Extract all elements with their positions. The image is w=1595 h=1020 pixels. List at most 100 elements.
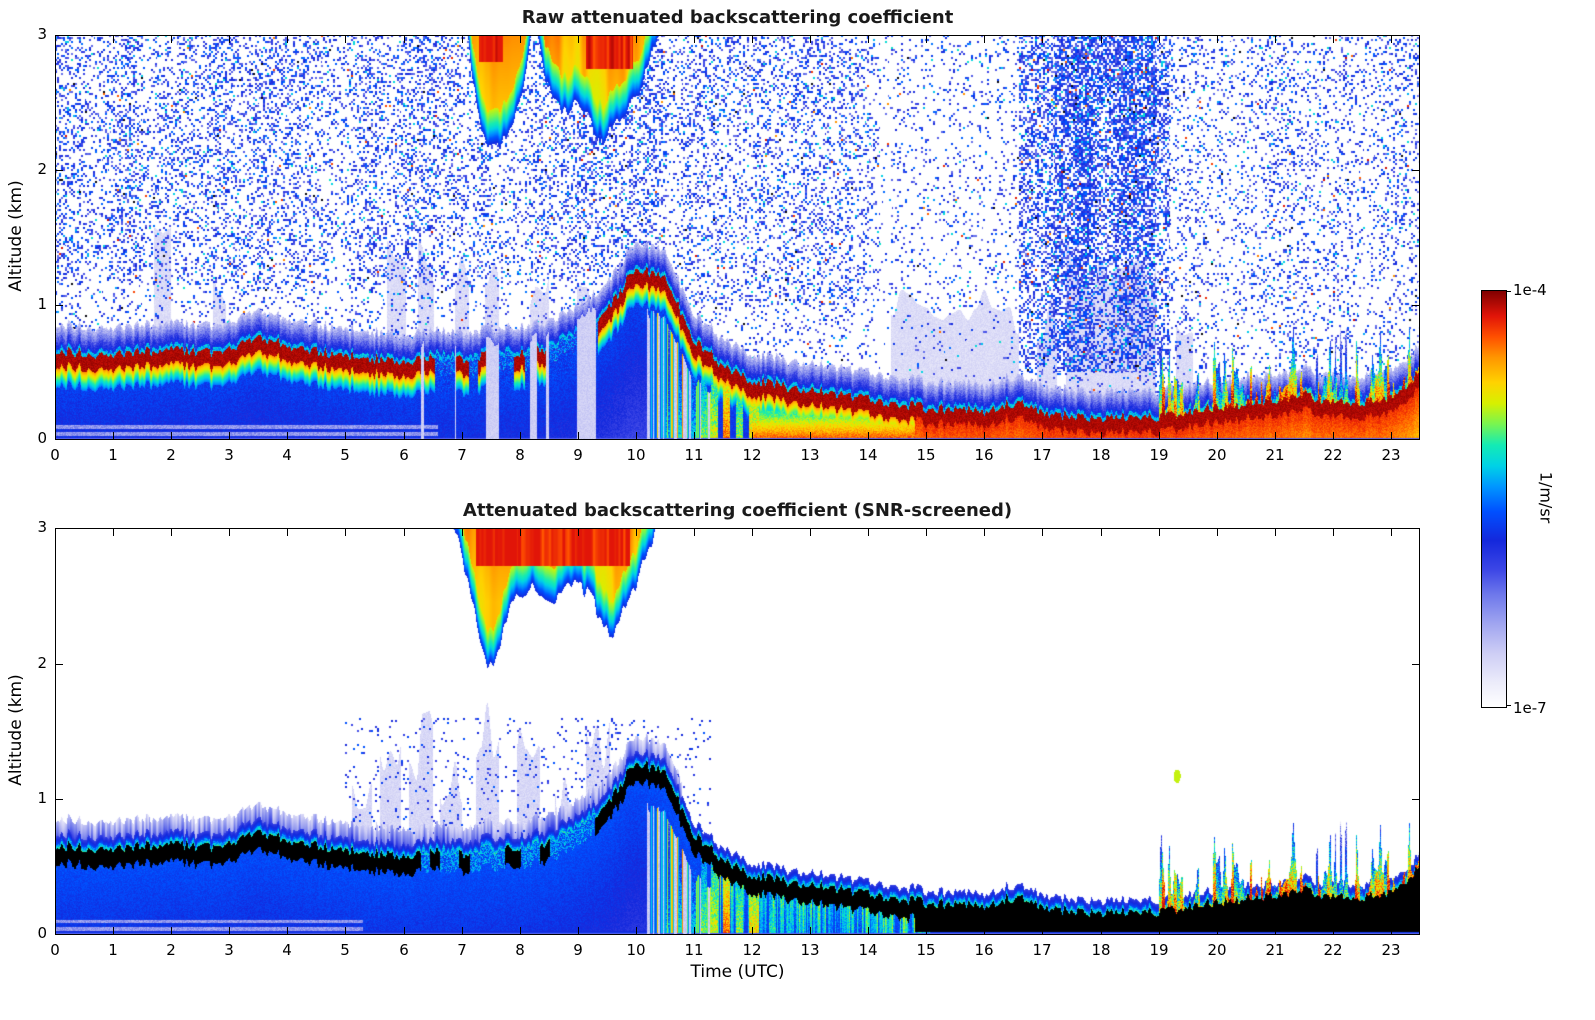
x-tick-label: 16	[974, 941, 994, 959]
y-tick	[1412, 664, 1419, 665]
x-tick-label: 14	[858, 941, 878, 959]
y-tick	[1412, 170, 1419, 171]
y-tick	[56, 35, 63, 36]
x-tick	[171, 36, 172, 43]
x-tick	[462, 432, 463, 439]
colorbar-gradient	[1482, 291, 1506, 707]
x-tick	[1275, 432, 1276, 439]
x-tick-label: 1	[108, 446, 118, 464]
x-tick	[287, 432, 288, 439]
y-tick	[1412, 799, 1419, 800]
x-tick	[1275, 36, 1276, 43]
x-tick	[1275, 927, 1276, 934]
x-tick	[636, 432, 637, 439]
x-tick	[404, 432, 405, 439]
x-tick-label: 18	[1091, 446, 1111, 464]
x-tick	[404, 927, 405, 934]
x-tick-label: 3	[224, 941, 234, 959]
x-tick	[578, 36, 579, 43]
x-tick-label: 11	[684, 941, 704, 959]
x-tick	[1101, 432, 1102, 439]
x-tick-label: 5	[340, 446, 350, 464]
x-tick-label: 14	[858, 446, 878, 464]
x-tick-label: 20	[1207, 446, 1227, 464]
x-tick-label: 2	[166, 446, 176, 464]
x-tick	[1333, 529, 1334, 536]
y-tick-label: 3	[37, 25, 47, 43]
x-tick	[287, 927, 288, 934]
x-tick	[229, 529, 230, 536]
x-tick	[578, 432, 579, 439]
y-tick-label: 2	[37, 160, 47, 178]
x-tick-label: 7	[457, 446, 467, 464]
panel-screened-ylabel: Altitude (km)	[6, 674, 26, 786]
x-tick	[345, 927, 346, 934]
x-tick-label: 5	[340, 941, 350, 959]
x-tick	[810, 529, 811, 536]
x-tick-label: 21	[1265, 446, 1285, 464]
x-tick	[55, 927, 56, 934]
x-tick-label: 7	[457, 941, 467, 959]
x-tick-label: 12	[742, 446, 762, 464]
y-tick-label: 1	[37, 789, 47, 807]
x-tick	[926, 529, 927, 536]
y-tick	[56, 305, 63, 306]
x-tick	[926, 36, 927, 43]
x-tick-label: 21	[1265, 941, 1285, 959]
y-tick	[56, 439, 63, 440]
x-tick	[694, 432, 695, 439]
x-tick	[1042, 36, 1043, 43]
x-tick-label: 11	[684, 446, 704, 464]
x-tick-label: 3	[224, 446, 234, 464]
x-tick-label: 20	[1207, 941, 1227, 959]
y-tick	[1412, 35, 1419, 36]
y-tick	[1412, 934, 1419, 935]
x-tick	[1217, 927, 1218, 934]
x-tick-label: 9	[573, 446, 583, 464]
x-tick	[810, 432, 811, 439]
colorbar-min-label: 1e-7	[1513, 699, 1547, 717]
x-tick	[578, 927, 579, 934]
x-tick	[113, 529, 114, 536]
x-tick	[752, 432, 753, 439]
x-tick	[345, 432, 346, 439]
x-tick	[1159, 927, 1160, 934]
x-tick	[1217, 36, 1218, 43]
x-tick	[287, 529, 288, 536]
x-tick	[520, 36, 521, 43]
panel-raw-title: Raw attenuated backscattering coefficien…	[521, 7, 954, 28]
x-tick	[636, 36, 637, 43]
x-tick	[1391, 529, 1392, 536]
panel-screened-title: Attenuated backscattering coefficient (S…	[462, 500, 1013, 521]
x-tick	[636, 529, 637, 536]
x-tick	[1159, 432, 1160, 439]
y-tick	[1412, 305, 1419, 306]
x-tick-label: 2	[166, 941, 176, 959]
x-tick	[636, 927, 637, 934]
x-tick-label: 23	[1381, 446, 1401, 464]
x-tick-label: 19	[1149, 446, 1169, 464]
x-tick	[171, 529, 172, 536]
x-tick	[462, 529, 463, 536]
x-tick-label: 19	[1149, 941, 1169, 959]
x-tick	[1101, 36, 1102, 43]
x-tick-label: 17	[1032, 446, 1052, 464]
x-tick	[1217, 529, 1218, 536]
x-tick	[1391, 432, 1392, 439]
x-tick	[1333, 927, 1334, 934]
x-tick	[113, 927, 114, 934]
colorbar	[1481, 290, 1507, 708]
y-tick	[56, 528, 63, 529]
x-tick	[984, 529, 985, 536]
x-tick	[1101, 927, 1102, 934]
x-tick	[1333, 432, 1334, 439]
x-tick-label: 6	[399, 446, 409, 464]
y-tick-label: 0	[37, 429, 47, 447]
x-tick	[926, 432, 927, 439]
x-tick	[984, 36, 985, 43]
x-tick	[404, 529, 405, 536]
x-tick	[55, 36, 56, 43]
x-tick-label: 10	[626, 446, 646, 464]
colorbar-bottom-tick	[1507, 705, 1511, 706]
x-tick	[1101, 529, 1102, 536]
